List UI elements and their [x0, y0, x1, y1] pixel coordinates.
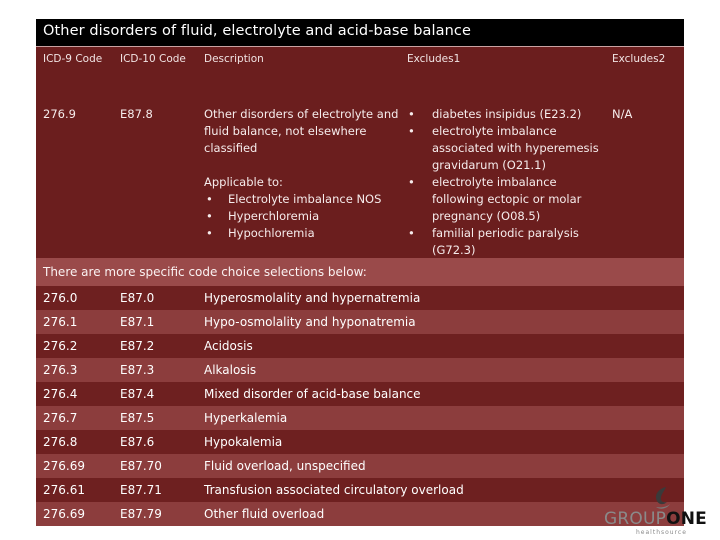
row-icd9: 276.2 [43, 339, 78, 353]
row-description: Hypokalemia [204, 435, 283, 449]
table-row: 276.69 E87.79 Other fluid overload [36, 502, 684, 526]
row-icd9: 276.69 [43, 507, 85, 521]
main-code-row: 276.9 E87.8 Other disorders of electroly… [36, 72, 684, 258]
logo-wordmark: GROUPONE [604, 509, 707, 529]
row-icd10: E87.2 [120, 339, 155, 353]
header-icd10: ICD-10 Code [120, 53, 186, 65]
table-row: 276.2 E87.2 Acidosis [36, 334, 684, 358]
header-excludes2: Excludes2 [612, 53, 666, 65]
row-icd9: 276.61 [43, 483, 85, 497]
table-row: 276.7 E87.5 Hyperkalemia [36, 406, 684, 430]
row-icd10: E87.79 [120, 507, 162, 521]
applicable-list: Electrolyte imbalance NOSHyperchloremiaH… [204, 191, 404, 242]
applicable-item: Electrolyte imbalance NOS [204, 191, 404, 208]
codes-table: ICD-9 Code ICD-10 Code Description Exclu… [36, 46, 684, 526]
row-description: Hyperosmolality and hypernatremia [204, 291, 421, 305]
row-icd9: 276.3 [43, 363, 78, 377]
row-icd9: 276.4 [43, 387, 78, 401]
table-row: 276.3 E87.3 Alkalosis [36, 358, 684, 382]
header-icd9: ICD-9 Code [43, 53, 103, 65]
table-row: 276.61 E87.71 Transfusion associated circu… [36, 478, 684, 502]
more-codes-note: There are more specific code choice sele… [36, 258, 684, 286]
applicable-label: Applicable to: [204, 175, 283, 189]
row-description: Transfusion associated circulatory overl… [204, 483, 464, 497]
excludes1-item: electrolyte imbalance associated with hy… [407, 123, 603, 174]
excludes1-list: diabetes insipidus (E23.2)electrolyte im… [407, 106, 603, 259]
row-icd10: E87.3 [120, 363, 155, 377]
row-icd9: 276.7 [43, 411, 78, 425]
table-row: 276.1 E87.1 Hypo-osmolality and hyponatrem… [36, 310, 684, 334]
row-description: Hypo-osmolality and hyponatremia [204, 315, 416, 329]
row-icd10: E87.0 [120, 291, 155, 305]
excludes1-item: diabetes insipidus (E23.2) [407, 106, 603, 123]
row-description: Acidosis [204, 339, 253, 353]
swoosh-icon [656, 487, 670, 509]
excludes1-cell: diabetes insipidus (E23.2)electrolyte im… [407, 106, 603, 259]
code-rows: 276.0 E87.0 Hyperosmolality and hypernatre… [36, 286, 684, 526]
page-title: Other disorders of fluid, electrolyte an… [36, 19, 684, 46]
logo-tagline: healthsource [636, 529, 687, 536]
main-icd9: 276.9 [43, 107, 76, 121]
main-icd10: E87.8 [120, 107, 153, 121]
group-one-logo: GROUPONE healthsource [596, 484, 720, 540]
row-description: Other fluid overload [204, 507, 325, 521]
row-description: Mixed disorder of acid-base balance [204, 387, 421, 401]
row-icd9: 276.1 [43, 315, 78, 329]
logo-one-text: ONE [666, 509, 707, 529]
table-row: 276.69 E87.70 Fluid overload, unspecified [36, 454, 684, 478]
row-icd10: E87.5 [120, 411, 155, 425]
table-header: ICD-9 Code ICD-10 Code Description Exclu… [36, 46, 684, 72]
row-description: Hyperkalemia [204, 411, 288, 425]
excludes1-item: electrolyte imbalance following ectopic … [407, 174, 603, 225]
row-icd10: E87.4 [120, 387, 155, 401]
table-row: 276.8 E87.6 Hypokalemia [36, 430, 684, 454]
description-text: Other disorders of electrolyte and fluid… [204, 107, 399, 155]
row-icd9: 276.0 [43, 291, 78, 305]
header-excludes1: Excludes1 [407, 53, 461, 65]
row-icd10: E87.70 [120, 459, 162, 473]
row-description: Fluid overload, unspecified [204, 459, 366, 473]
logo-group-text: GROUP [604, 509, 667, 529]
header-description: Description [204, 53, 264, 65]
main-description: Other disorders of electrolyte and fluid… [204, 106, 404, 242]
excludes1-item: familial periodic paralysis (G72.3) [407, 225, 603, 259]
applicable-item: Hypochloremia [204, 225, 404, 242]
row-icd10: E87.1 [120, 315, 155, 329]
applicable-item: Hyperchloremia [204, 208, 404, 225]
row-description: Alkalosis [204, 363, 257, 377]
table-row: 276.4 E87.4 Mixed disorder of acid-base ba… [36, 382, 684, 406]
row-icd9: 276.8 [43, 435, 78, 449]
row-icd9: 276.69 [43, 459, 85, 473]
row-icd10: E87.71 [120, 483, 162, 497]
row-icd10: E87.6 [120, 435, 155, 449]
main-excludes2: N/A [612, 107, 633, 121]
table-row: 276.0 E87.0 Hyperosmolality and hypernatre… [36, 286, 684, 310]
